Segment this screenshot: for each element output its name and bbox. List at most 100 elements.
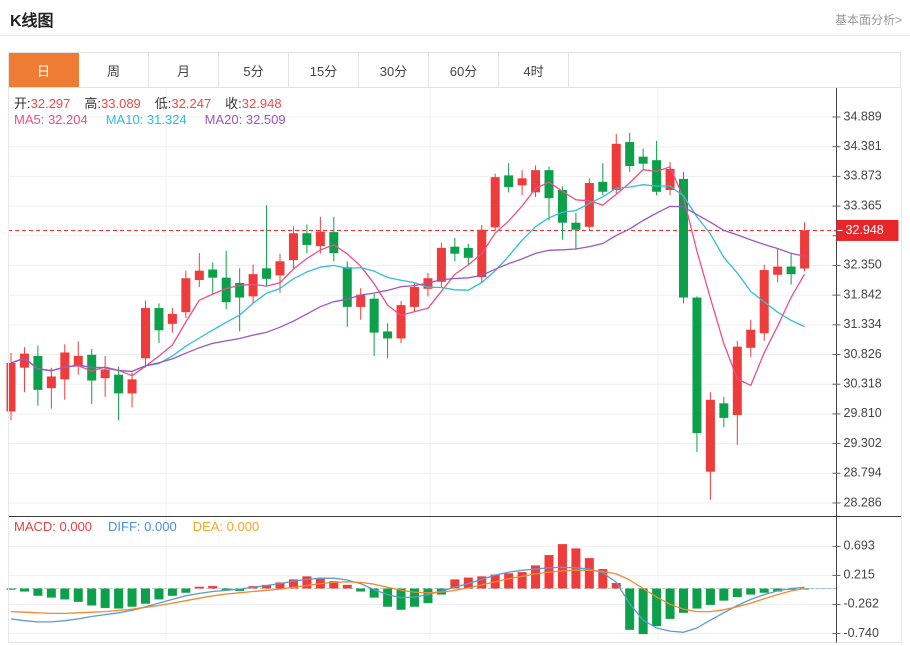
candle-body (275, 261, 285, 276)
candle-body (773, 266, 783, 275)
candle-body (235, 282, 245, 298)
ma-legend: MA5: 32.204 MA10: 31.324 MA20: 32.509 (14, 112, 304, 127)
price-axis-label: 31.334 (844, 317, 882, 331)
macd-bar (356, 588, 366, 592)
candle-body (571, 222, 581, 230)
macd-bar (759, 588, 769, 593)
candle-body (141, 308, 150, 359)
macd-bar (625, 588, 635, 630)
macd-bar (719, 588, 729, 601)
candle-body (584, 182, 594, 227)
macd-bar (127, 588, 137, 607)
candle-body (450, 246, 460, 254)
macd-bar (302, 576, 312, 589)
candle-body (410, 287, 419, 307)
macd-bar (477, 576, 487, 589)
macd-bar (221, 588, 231, 591)
price-axis-label: 28.286 (844, 495, 882, 509)
current-price-badge-label: 32.948 (846, 223, 884, 237)
macd-item-dea: DEA: 0.000 (192, 519, 260, 534)
tab-月[interactable]: 月 (149, 53, 219, 87)
tab-bar: 日周月 5分 15分 30分 60分 4时 (8, 52, 901, 88)
candle-body (544, 170, 554, 199)
macd-bar (746, 588, 756, 595)
macd-bar (33, 588, 43, 596)
candle-body (369, 298, 379, 333)
candle-body (732, 346, 742, 416)
candle-body (611, 143, 621, 190)
candle-body (46, 376, 56, 389)
tab-60分[interactable]: 60分 (429, 53, 499, 87)
candle-body (356, 294, 366, 307)
ohlc-open-label: 开: (14, 96, 31, 111)
candle-body (208, 269, 218, 278)
price-axis-label: 33.873 (844, 169, 882, 183)
candle-body (463, 247, 473, 258)
ohlc-low-label: 低: (154, 96, 172, 111)
macd-bar (584, 558, 594, 589)
ohlc-high-value: 33.089 (101, 96, 141, 111)
fundamental-analysis-link[interactable]: 基本面分析> (834, 13, 902, 27)
candle-body (665, 168, 675, 190)
macd-item-diff: DIFF: 0.000 (108, 519, 177, 534)
ma-item-ma5: MA5: 32.204 (14, 112, 88, 127)
macd-bar (19, 588, 29, 592)
macd-bar (531, 565, 541, 589)
macd-bar (46, 588, 56, 598)
macd-bar (692, 588, 702, 609)
macd-bar (167, 588, 177, 596)
price-axis-label: 34.889 (844, 109, 882, 123)
macd-bar (504, 573, 514, 589)
ohlc-open-value: 32.297 (30, 96, 71, 111)
tab-日[interactable]: 日 (9, 53, 79, 87)
macd-bar (342, 584, 352, 589)
tab-周[interactable]: 周 (79, 53, 149, 87)
macd-bar (141, 588, 150, 604)
candle-body (652, 160, 662, 192)
candle-body (114, 374, 124, 394)
candle-body (531, 170, 541, 193)
ma-item-ma10: MA10: 31.324 (105, 112, 187, 127)
tab-5分[interactable]: 5分 (219, 53, 289, 87)
macd-legend: MACD: 0.000 DIFF: 0.000 DEA: 0.000 (14, 519, 275, 534)
candle-body (692, 297, 702, 434)
macd-bar (262, 584, 272, 589)
macd-bar (100, 588, 110, 608)
price-axis-label: 33.365 (844, 198, 882, 212)
candle-body (194, 270, 204, 281)
candle-body (167, 313, 177, 324)
candle-body (127, 379, 137, 394)
ohlc-high-label: 高: (84, 96, 102, 111)
macd-bar (208, 586, 218, 589)
candle-body (679, 178, 688, 298)
macd-bar (450, 579, 460, 589)
macd-bar (638, 588, 648, 635)
candle-body (625, 142, 635, 167)
macd-bar (611, 583, 621, 589)
macd-bar (423, 588, 433, 604)
header-divider (0, 35, 910, 36)
candle-body (342, 267, 352, 307)
candle-body (60, 352, 70, 380)
candle-body (315, 231, 325, 247)
macd-bar (705, 588, 715, 605)
candle-body (302, 233, 312, 245)
candle-body (800, 230, 810, 269)
macd-bar (369, 588, 379, 598)
candle-body (490, 177, 500, 228)
macd-bar (383, 588, 393, 607)
tab-15分[interactable]: 15分 (289, 53, 359, 87)
page-title: K线图 (10, 13, 54, 30)
current-price-badge (836, 219, 899, 241)
macd-axis-label: -0.262 (844, 597, 879, 611)
tab-4时[interactable]: 4时 (499, 53, 569, 87)
candle-body (73, 355, 83, 367)
macd-axis-label: 0.215 (844, 568, 875, 582)
macd-bar (773, 588, 783, 592)
candle-body (19, 353, 29, 368)
macd-bar (598, 569, 608, 589)
tab-30分[interactable]: 30分 (359, 53, 429, 87)
macd-bar (73, 588, 83, 602)
macd-bar (87, 588, 97, 606)
